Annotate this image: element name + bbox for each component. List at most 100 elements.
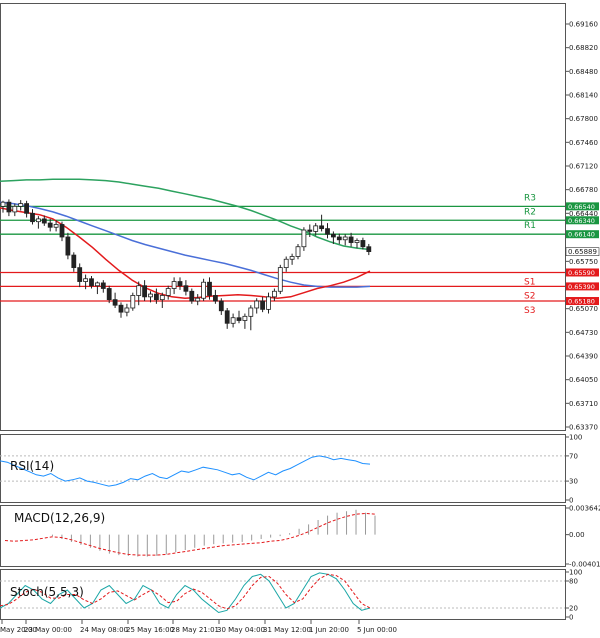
x-tick-label: 30 May 04:00 — [217, 626, 265, 634]
candle-body — [165, 288, 171, 296]
candle-body — [212, 295, 218, 302]
ma-blue-line — [0, 201, 371, 288]
x-tick-label: 25 May 16:00 — [126, 626, 174, 634]
candle-body — [254, 300, 260, 309]
candle-body — [342, 236, 348, 241]
panel-y-tick-label: 0 — [569, 614, 573, 622]
current-price-tag — [565, 247, 600, 256]
main-panel — [0, 3, 566, 431]
x-tick-label: 28 May 21:01 — [171, 626, 219, 634]
candle-body — [230, 317, 236, 324]
rsi-line — [0, 455, 371, 487]
y-tick-label: 0.64730 — [569, 329, 598, 337]
candle-body — [307, 229, 313, 232]
level-price-tag — [566, 268, 599, 277]
candle-body — [59, 224, 65, 238]
y-tick-label: 0.68480 — [569, 68, 598, 76]
level-price-tag-text: 0.65390 — [568, 283, 595, 291]
candle-body — [271, 290, 277, 298]
y-tick-label: 0.63710 — [569, 400, 598, 408]
candle-body — [336, 236, 342, 241]
candle-body — [77, 267, 83, 282]
y-tick-label: 0.66780 — [569, 186, 598, 194]
y-tick-label: 0.63370 — [569, 424, 598, 432]
macd-panel-border — [0, 505, 566, 567]
x-tick-label: 5 Jun 00:00 — [357, 626, 397, 634]
y-tick-label: 0.65070 — [569, 305, 598, 313]
macd-panel — [0, 505, 566, 567]
level-label-s2: S2 — [524, 291, 535, 301]
level-price-tag-text: 0.65590 — [568, 269, 595, 277]
y-tick-label: 0.67800 — [569, 115, 598, 123]
candle-body — [41, 218, 47, 224]
panel-y-tick-label: 100 — [569, 434, 582, 442]
candle-body — [18, 203, 24, 207]
x-tick-label: 1 Jun 20:00 — [309, 626, 349, 634]
panel-y-tick-label: 80 — [569, 578, 578, 586]
candle-body — [242, 315, 248, 321]
candle-body — [325, 228, 330, 235]
candle-body — [236, 317, 242, 321]
candle-body — [248, 307, 254, 317]
candle-body — [36, 218, 41, 223]
level-price-tag-text: 0.66340 — [568, 217, 595, 225]
level-label-r1: R1 — [524, 221, 536, 231]
candle-body — [366, 246, 372, 253]
candle-body — [301, 229, 307, 248]
x-tick-label: 31 May 12:00 — [263, 626, 311, 634]
candle-body — [201, 281, 207, 299]
candle-body — [360, 240, 366, 248]
level-price-tag-text: 0.66140 — [568, 231, 595, 239]
candle-body — [289, 256, 295, 260]
level-price-tag-text: 0.65180 — [568, 298, 595, 306]
level-label-s3: S3 — [524, 306, 535, 316]
candle-body — [12, 205, 18, 213]
y-tick-label: 0.68820 — [569, 44, 598, 52]
level-price-tag-text: 0.66540 — [568, 203, 595, 211]
panel-y-tick-label: 70 — [569, 452, 578, 460]
candle-body — [207, 281, 212, 296]
candle-body — [124, 307, 130, 313]
candle-body — [260, 300, 266, 310]
y-tick-label: 0.67460 — [569, 139, 598, 147]
y-tick-label: 0.66440 — [569, 210, 598, 218]
x-tick-label: 24 May 08:00 — [80, 626, 128, 634]
candle-body — [354, 240, 360, 243]
candle-body — [295, 246, 301, 257]
y-tick-label: 0.64050 — [569, 376, 598, 384]
candle-body — [83, 278, 88, 282]
candle-body — [277, 267, 283, 292]
level-price-tag — [566, 216, 599, 225]
candle-body — [266, 296, 271, 310]
y-tick-label: 0.65750 — [569, 258, 598, 266]
level-price-tag — [566, 282, 599, 291]
panel-y-tick-label: 20 — [569, 605, 578, 613]
candle-body — [348, 236, 354, 243]
candle-body — [0, 201, 6, 207]
candle-body — [142, 285, 148, 298]
stoch-main-line — [0, 572, 371, 614]
candle-body — [171, 281, 177, 289]
candle-body — [159, 295, 165, 301]
x-tick-label: May 20:00 — [0, 626, 37, 634]
candle-body — [89, 278, 94, 287]
panel-y-tick-label: 0.003642 — [569, 505, 600, 513]
panel-y-tick-label: -0.004014 — [569, 561, 600, 569]
candle-body — [71, 254, 77, 269]
candle-body — [130, 295, 136, 309]
candle-body — [195, 297, 201, 302]
stoch-title: Stoch(5,5,3) — [10, 585, 84, 599]
panel-y-tick-label: 100 — [569, 569, 582, 577]
current-price-label: 0.65889 — [568, 248, 597, 256]
panel-y-tick-label: 0 — [569, 497, 573, 505]
candle-body — [330, 233, 336, 238]
candle-body — [65, 236, 71, 256]
y-tick-label: 0.68140 — [569, 92, 598, 100]
candle-body — [100, 282, 106, 289]
candle-body — [224, 310, 230, 324]
level-label-r3: R3 — [524, 193, 536, 203]
rsi-panel-border — [0, 434, 566, 503]
level-label-r2: R2 — [524, 207, 536, 217]
rsi-panel — [0, 434, 566, 503]
